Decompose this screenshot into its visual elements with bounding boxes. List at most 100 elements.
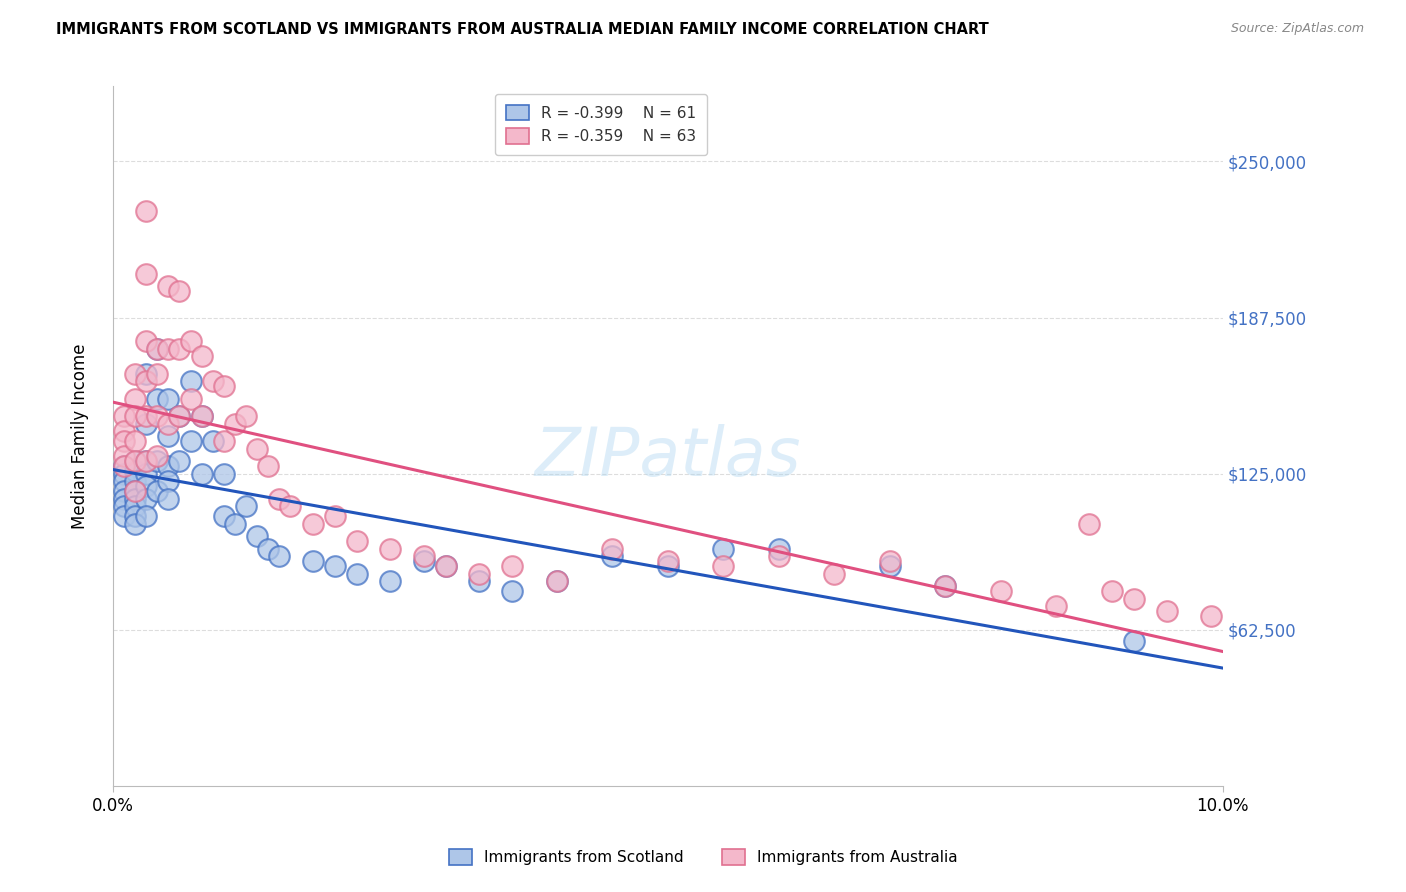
Legend: R = -0.399    N = 61, R = -0.359    N = 63: R = -0.399 N = 61, R = -0.359 N = 63 — [495, 94, 707, 155]
Point — [768, 541, 790, 556]
Point — [934, 579, 956, 593]
Y-axis label: Median Family Income: Median Family Income — [72, 343, 89, 529]
Point — [600, 541, 623, 556]
Point — [112, 475, 135, 489]
Point — [157, 417, 180, 431]
Point — [323, 559, 346, 574]
Point — [711, 559, 734, 574]
Point — [380, 574, 402, 589]
Point — [934, 579, 956, 593]
Point — [1156, 604, 1178, 618]
Point — [201, 374, 224, 388]
Point — [235, 409, 257, 424]
Point — [1201, 609, 1223, 624]
Point — [157, 475, 180, 489]
Point — [269, 491, 291, 506]
Point — [257, 459, 280, 474]
Point — [112, 491, 135, 506]
Point — [269, 549, 291, 564]
Point — [280, 500, 302, 514]
Point — [434, 559, 457, 574]
Point — [135, 334, 157, 349]
Point — [146, 392, 169, 406]
Point — [146, 449, 169, 463]
Point — [201, 434, 224, 449]
Point — [501, 559, 523, 574]
Point — [157, 429, 180, 443]
Point — [146, 342, 169, 356]
Point — [169, 342, 191, 356]
Point — [112, 449, 135, 463]
Point — [124, 475, 146, 489]
Point — [112, 459, 135, 474]
Point — [135, 409, 157, 424]
Point — [124, 464, 146, 478]
Point — [124, 392, 146, 406]
Point — [124, 454, 146, 468]
Point — [224, 417, 246, 431]
Point — [135, 204, 157, 219]
Point — [212, 379, 235, 393]
Point — [124, 484, 146, 499]
Point — [257, 541, 280, 556]
Point — [112, 424, 135, 438]
Point — [124, 434, 146, 449]
Point — [135, 367, 157, 381]
Point — [600, 549, 623, 564]
Point — [190, 467, 212, 481]
Point — [124, 409, 146, 424]
Point — [190, 409, 212, 424]
Text: Source: ZipAtlas.com: Source: ZipAtlas.com — [1230, 22, 1364, 36]
Point — [1122, 634, 1144, 648]
Point — [823, 566, 845, 581]
Point — [323, 509, 346, 524]
Point — [112, 467, 135, 481]
Point — [468, 566, 491, 581]
Point — [1122, 591, 1144, 606]
Point — [157, 279, 180, 293]
Legend: Immigrants from Scotland, Immigrants from Australia: Immigrants from Scotland, Immigrants fro… — [443, 843, 963, 871]
Point — [180, 434, 202, 449]
Point — [380, 541, 402, 556]
Point — [135, 509, 157, 524]
Point — [124, 367, 146, 381]
Point — [246, 442, 269, 456]
Point — [546, 574, 568, 589]
Point — [180, 392, 202, 406]
Point — [112, 484, 135, 499]
Point — [224, 516, 246, 531]
Point — [135, 417, 157, 431]
Point — [135, 467, 157, 481]
Point — [112, 434, 135, 449]
Point — [212, 509, 235, 524]
Point — [546, 574, 568, 589]
Point — [124, 516, 146, 531]
Point — [124, 484, 146, 499]
Point — [346, 566, 368, 581]
Point — [146, 454, 169, 468]
Point — [657, 559, 679, 574]
Text: ZIPatlas: ZIPatlas — [534, 425, 801, 491]
Point — [346, 534, 368, 549]
Point — [124, 491, 146, 506]
Point — [124, 454, 146, 468]
Point — [157, 491, 180, 506]
Point — [169, 409, 191, 424]
Point — [768, 549, 790, 564]
Point — [412, 549, 434, 564]
Point — [157, 459, 180, 474]
Point — [501, 584, 523, 599]
Point — [169, 285, 191, 299]
Point — [112, 500, 135, 514]
Point — [135, 267, 157, 281]
Point — [135, 454, 157, 468]
Point — [190, 349, 212, 363]
Point — [434, 559, 457, 574]
Point — [212, 467, 235, 481]
Point — [180, 374, 202, 388]
Point — [146, 367, 169, 381]
Point — [468, 574, 491, 589]
Point — [112, 409, 135, 424]
Point — [657, 554, 679, 568]
Point — [169, 409, 191, 424]
